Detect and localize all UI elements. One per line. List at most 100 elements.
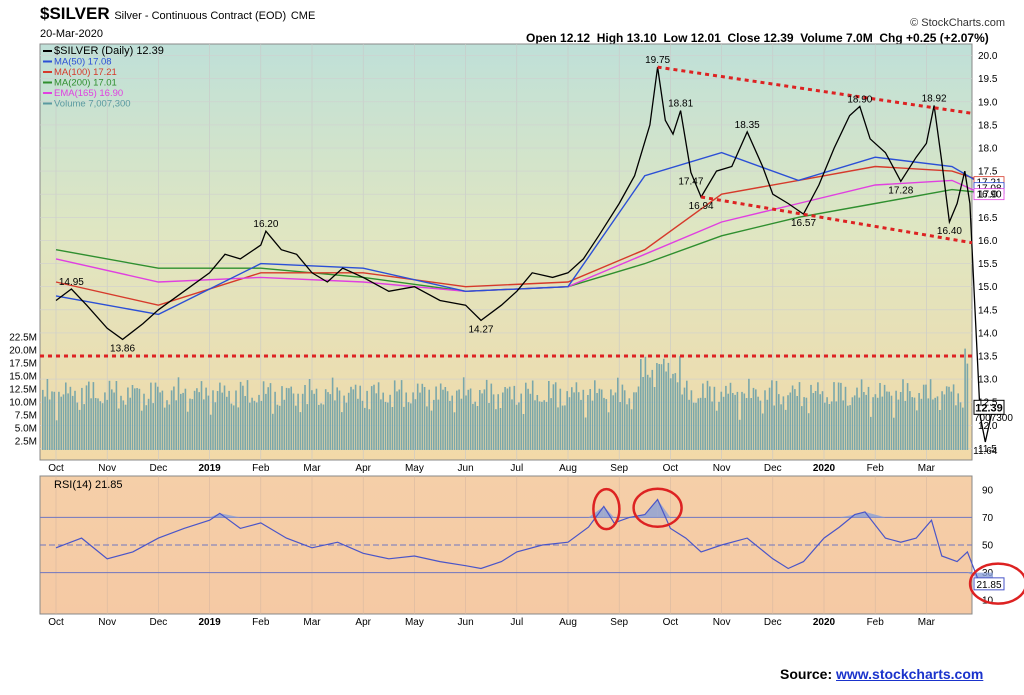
volume-bar [157,386,159,450]
volume-bar [844,386,847,450]
volume-bar [692,402,695,450]
volume-bar [495,409,497,450]
x-tick-label: Aug [559,463,577,474]
volume-bar [423,387,426,450]
ma200-line [55,188,994,293]
volume-bar [561,405,564,450]
volume-bar [375,393,378,450]
volume-bar [138,388,141,450]
volume-bar [170,390,173,450]
volume-bar [720,391,723,450]
volume-bar [269,383,272,450]
volume-bar [311,390,313,450]
volume-bar [373,384,375,450]
volume-bar [209,414,212,450]
volume-tick-label: 5.0M [15,424,37,435]
volume-bar [410,403,412,450]
trend-line [700,195,973,245]
volume-bar [957,393,959,450]
volume-bar [350,386,352,450]
rsi-x-tick-label: 2019 [198,617,221,628]
rsi-legend: RSI(14) 21.85 [54,479,122,491]
volume-bar [276,404,279,450]
volume-bar [518,402,520,450]
volume-bar [364,407,366,450]
volume-bar [876,397,879,450]
volume-bar [752,387,755,450]
volume-bar [120,395,122,450]
volume-bar [741,391,743,450]
volume-bar [557,407,559,450]
volume-tick-label: 22.5M [9,333,37,344]
source-link[interactable]: www.stockcharts.com [836,666,984,682]
volume-tick-label: 17.5M [9,359,37,370]
ema165-line [55,179,994,293]
volume-bar [166,400,168,450]
volume-bar [789,392,792,450]
last-price-box [973,399,1005,415]
rsi-x-tick-label: Sep [610,617,628,628]
volume-bar [927,398,930,450]
volume-bar [324,389,327,450]
x-tick-label: Feb [252,463,270,474]
volume-bar [672,373,674,450]
volume-bar [925,384,927,450]
volume-bar [899,392,902,450]
volume-bar [761,413,764,450]
x-tick-label: Jun [458,463,474,474]
x-tick-label: Oct [663,463,679,474]
volume-bar [198,392,200,450]
volume-bar [237,407,240,450]
low-label: Low [663,31,688,45]
volume-bar [548,381,550,450]
volume-bar [893,417,895,450]
volume-bar [433,399,435,450]
volume-bar [573,392,575,450]
volume-bar [939,410,941,450]
volume-bar [851,397,854,450]
volume-bar [929,379,932,450]
volume-bar [812,393,815,450]
trend-line [657,65,973,115]
price-tick-label: 19.0 [978,97,998,108]
volume-bar [442,389,444,450]
volume-bar [426,406,428,450]
volume-bar [338,390,341,450]
price-tick-label: 18.5 [978,120,998,131]
volume-bar [766,399,769,450]
volume-bar [619,402,621,450]
volume-bar [203,399,205,450]
volume-bar [428,389,430,450]
volume-bar [476,406,479,450]
rsi-last-box [973,577,1005,591]
change-label: Chg [879,31,903,45]
volume-bar [623,390,626,450]
volume-bar [538,401,541,450]
volume-bar [163,407,166,450]
volume-bar [439,383,442,450]
volume-bar [262,381,265,450]
open-value: 12.12 [560,31,591,45]
rsi-x-tick-label: Nov [98,617,116,628]
highlight-circle [592,487,621,531]
x-tick-label: Feb [867,463,885,474]
volume-bar [886,391,888,450]
volume-bar [821,391,824,450]
volume-bar [140,410,143,450]
volume-bar [292,393,295,450]
volume-bar [67,393,69,450]
volume-bar [226,396,228,450]
volume-bar [456,390,458,450]
volume-bar [768,387,771,450]
volume-bar [453,412,456,450]
volume-bar [180,393,182,450]
volume-bar [278,405,281,450]
volume-bar [748,378,750,450]
volume-bar [782,396,785,450]
rsi-x-tick-label: Apr [355,617,371,628]
volume-bar [890,395,893,450]
x-tick-label: Dec [764,463,782,474]
volume-bar [729,382,732,450]
price-tick-label: 17.0 [978,190,998,201]
volume-tick-label: 20.0M [9,346,37,357]
